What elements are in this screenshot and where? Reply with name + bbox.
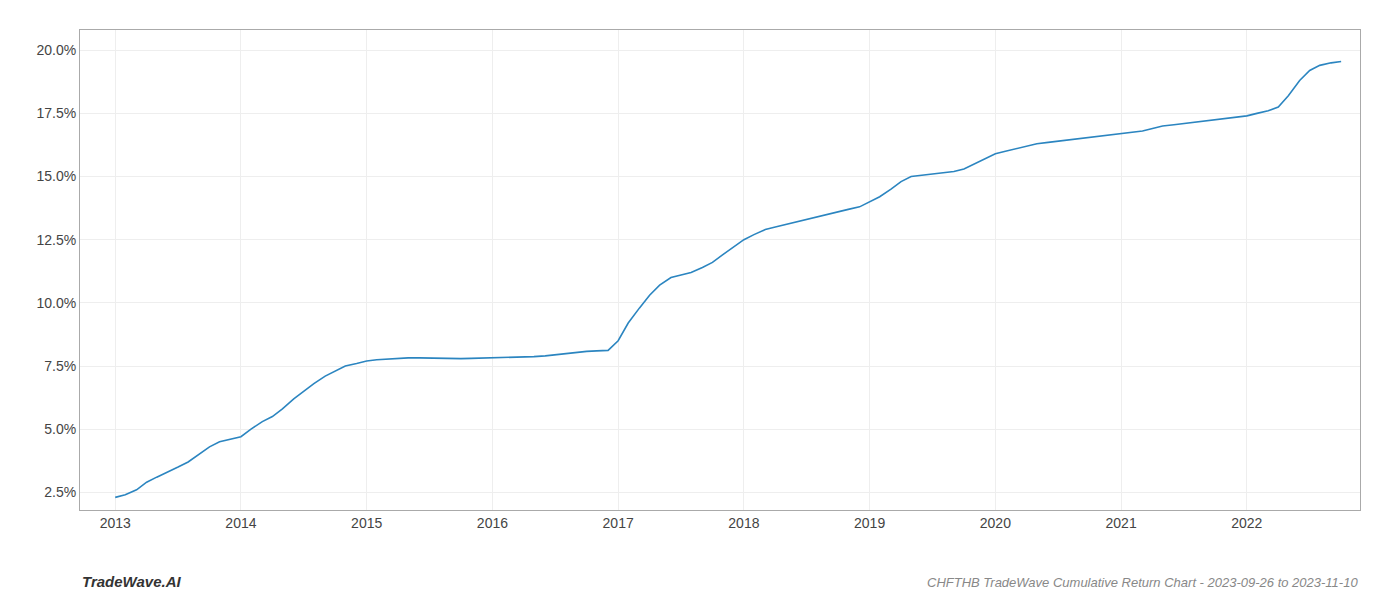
svg-text:20.0%: 20.0%	[36, 42, 76, 58]
svg-text:5.0%: 5.0%	[44, 421, 76, 437]
svg-text:2014: 2014	[225, 515, 256, 531]
svg-text:2018: 2018	[728, 515, 759, 531]
svg-text:2022: 2022	[1231, 515, 1262, 531]
svg-text:CHFTHB TradeWave Cumulative Re: CHFTHB TradeWave Cumulative Return Chart…	[927, 575, 1358, 590]
svg-text:2017: 2017	[603, 515, 634, 531]
svg-text:2020: 2020	[980, 515, 1011, 531]
svg-text:15.0%: 15.0%	[36, 168, 76, 184]
svg-text:2021: 2021	[1106, 515, 1137, 531]
svg-text:2013: 2013	[100, 515, 131, 531]
svg-text:17.5%: 17.5%	[36, 105, 76, 121]
svg-text:2.5%: 2.5%	[44, 484, 76, 500]
svg-text:10.0%: 10.0%	[36, 295, 76, 311]
svg-text:7.5%: 7.5%	[44, 358, 76, 374]
svg-text:TradeWave.AI: TradeWave.AI	[82, 573, 181, 590]
svg-text:12.5%: 12.5%	[36, 232, 76, 248]
svg-text:2015: 2015	[351, 515, 382, 531]
svg-text:2019: 2019	[854, 515, 885, 531]
svg-text:2016: 2016	[477, 515, 508, 531]
